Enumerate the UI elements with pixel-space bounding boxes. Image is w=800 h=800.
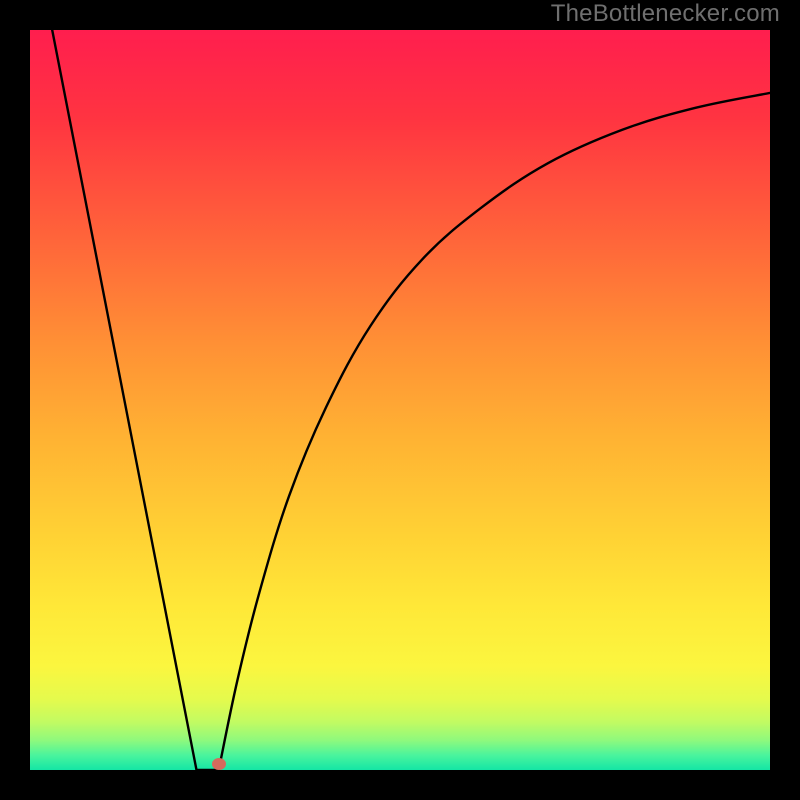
chart-svg (30, 30, 770, 770)
chart-frame: TheBottlenecker.com (0, 0, 800, 800)
minimum-marker (212, 758, 226, 770)
plot-area (30, 30, 770, 770)
gradient-background (30, 30, 770, 770)
watermark-text: TheBottlenecker.com (551, 0, 780, 28)
